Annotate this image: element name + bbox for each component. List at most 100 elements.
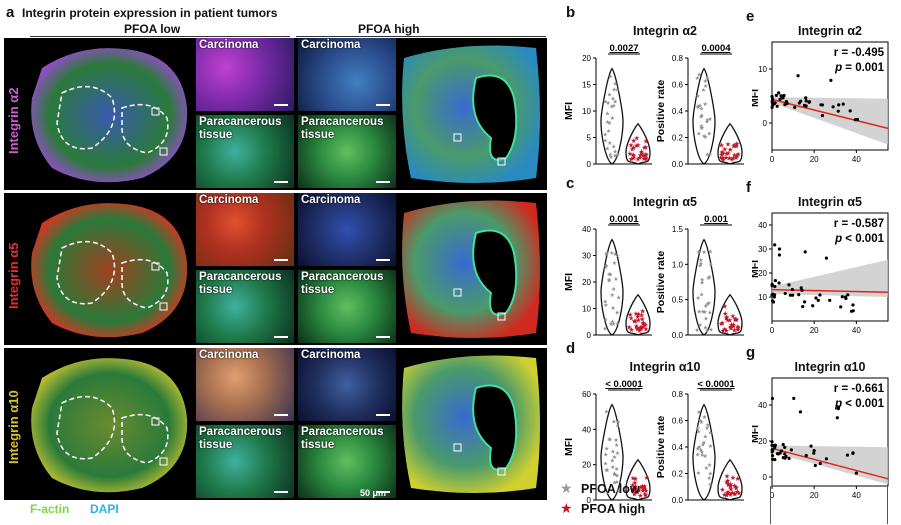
data-point: [851, 451, 855, 455]
data-point-high: ★: [627, 150, 633, 158]
data-point-low: ★: [695, 93, 700, 100]
tile-high-carcinoma: Carcinoma: [298, 348, 396, 421]
data-point-high: ★: [637, 151, 643, 159]
violin-low: [600, 67, 624, 165]
data-point-high: ★: [725, 317, 731, 325]
data-point-high: ★: [630, 155, 636, 163]
data-point-low: ★: [609, 250, 614, 257]
data-point-high: ★: [630, 151, 636, 159]
data-point: [773, 243, 777, 247]
data-point: [804, 96, 808, 100]
data-point: [771, 300, 776, 304]
data-point-low: ★: [602, 299, 607, 306]
data-point: [783, 452, 787, 456]
tile-label: Carcinoma: [199, 39, 259, 51]
data-point: [836, 405, 841, 409]
violin-plot-mfi: 05101520MFI0.0027★★★★★★★★★★★★★★★★★★★★★★★…: [563, 43, 652, 169]
data-point-high: ★: [725, 489, 731, 497]
y-tick-label: 0.2: [672, 470, 684, 479]
scale-bar: [376, 181, 390, 183]
data-point: [814, 296, 818, 300]
data-point-high: ★: [728, 323, 734, 331]
data-point-high: ★: [733, 316, 739, 324]
data-point-low: ★: [696, 104, 701, 111]
data-point-high: ★: [719, 486, 725, 494]
y-tick-label: 1.0: [672, 260, 684, 269]
violin-high: [717, 293, 743, 336]
data-point-high: ★: [728, 486, 734, 494]
data-point: [849, 309, 854, 313]
data-point-high: ★: [723, 327, 729, 335]
scale-bar: [274, 336, 288, 338]
data-point-low: ★: [608, 271, 613, 278]
y-tick-label: 15: [582, 81, 591, 90]
tile-high-paracancerous: Paracancerous tissue: [298, 425, 396, 498]
tile-high-carcinoma: Carcinoma: [298, 193, 396, 266]
data-point: [788, 293, 793, 297]
correlation-r: r = -0.661: [834, 383, 885, 395]
data-point: [796, 74, 800, 78]
data-point-high: ★: [634, 134, 640, 142]
y-tick-label: 0.8: [672, 54, 684, 63]
data-point: [781, 96, 785, 100]
data-point-low: ★: [707, 475, 712, 482]
data-point-high: ★: [725, 481, 731, 489]
data-point-low: ★: [699, 452, 704, 459]
data-point-high: ★: [730, 323, 736, 331]
data-point-low: ★: [703, 303, 708, 310]
data-point-low: ★: [704, 118, 709, 125]
data-point-high: ★: [725, 141, 731, 149]
data-point-low: ★: [705, 301, 710, 308]
data-point-high: ★: [727, 491, 733, 499]
data-point-high: ★: [728, 325, 734, 333]
data-point-low: ★: [607, 140, 612, 147]
correlation-r: r = -0.587: [834, 218, 884, 230]
y-tick-label: 20: [758, 269, 767, 278]
data-point-high: ★: [720, 155, 726, 163]
data-point-low: ★: [701, 133, 706, 140]
data-point-low: ★: [603, 316, 608, 323]
tile-label: Paracancerous tissue: [199, 426, 282, 451]
data-point: [803, 250, 807, 254]
data-point-high: ★: [633, 310, 639, 318]
data-point: [854, 471, 858, 475]
data-point: [837, 103, 841, 107]
y-tick-label: 20: [582, 54, 591, 63]
data-point-low: ★: [696, 428, 701, 435]
scale-bar: [274, 414, 288, 416]
x-tick-label: 40: [852, 491, 861, 500]
x-tick-label: 40: [852, 155, 861, 164]
data-point-high: ★: [718, 320, 724, 328]
data-point-high: ★: [719, 148, 725, 156]
data-point-high: ★: [720, 327, 726, 335]
data-point: [841, 102, 845, 106]
data-point-high: ★: [638, 325, 644, 333]
data-point-low: ★: [708, 429, 713, 436]
data-point-high: ★: [632, 479, 638, 487]
data-point-high: ★: [641, 486, 647, 494]
tile-high-carcinoma: Carcinoma: [298, 38, 396, 111]
data-point: [789, 448, 793, 452]
data-point-high: ★: [733, 154, 739, 162]
data-point-low: ★: [614, 466, 619, 473]
data-point-high: ★: [719, 149, 725, 157]
legend-high: ★ PFOA high: [560, 500, 645, 518]
data-point-high: ★: [731, 142, 737, 150]
tile-label: Carcinoma: [199, 194, 259, 206]
x-tick-label: 20: [810, 155, 819, 164]
data-point-high: ★: [632, 475, 638, 483]
scale-bar: [274, 104, 288, 106]
data-point-high: ★: [640, 485, 646, 493]
data-point-high: ★: [630, 486, 636, 494]
data-point: [783, 291, 787, 296]
data-point-high: ★: [635, 310, 641, 318]
panel-letter: f: [746, 179, 751, 196]
data-point-high: ★: [732, 482, 738, 490]
data-point-low: ★: [694, 327, 699, 334]
data-point-low: ★: [699, 106, 704, 113]
data-point-high: ★: [635, 326, 641, 334]
data-point-high: ★: [638, 325, 644, 333]
data-point: [812, 451, 816, 455]
y-axis-label: MFI: [752, 425, 761, 443]
